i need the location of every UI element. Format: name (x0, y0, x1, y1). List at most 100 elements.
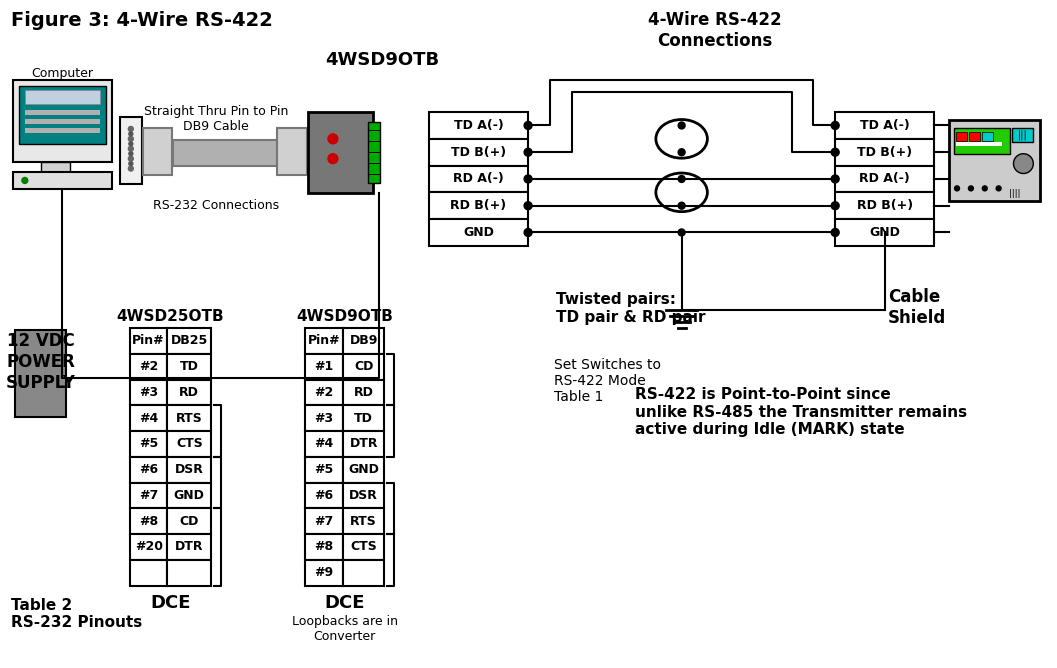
Text: TD B(+): TD B(+) (451, 146, 506, 159)
Bar (342, 431, 385, 457)
Text: TD: TD (180, 360, 199, 373)
Bar (342, 482, 385, 508)
Text: GND: GND (869, 226, 901, 239)
Circle shape (679, 229, 685, 236)
Bar (835, 219, 934, 246)
Text: |||: ||| (1018, 130, 1027, 140)
Bar (305, 457, 342, 482)
Text: CTS: CTS (350, 540, 377, 554)
Circle shape (128, 136, 133, 142)
Bar (130, 457, 167, 482)
Circle shape (129, 132, 133, 136)
Text: CD: CD (180, 515, 199, 528)
Bar (1012, 128, 1034, 142)
Bar (19, 86, 106, 144)
Text: GND: GND (463, 226, 494, 239)
Circle shape (129, 162, 133, 166)
Text: 12 VDC
POWER
SUPPLY: 12 VDC POWER SUPPLY (5, 332, 76, 391)
Bar (305, 431, 342, 457)
Bar (342, 405, 385, 431)
Bar (305, 328, 342, 354)
Bar (24, 128, 100, 133)
Bar (429, 219, 528, 246)
Circle shape (128, 156, 133, 161)
Bar (342, 560, 385, 586)
Text: Straight Thru Pin to Pin
DB9 Cable: Straight Thru Pin to Pin DB9 Cable (144, 105, 289, 133)
Text: #7: #7 (314, 515, 334, 528)
Circle shape (129, 142, 133, 146)
Circle shape (524, 148, 532, 156)
Bar (342, 508, 385, 534)
Bar (167, 379, 211, 405)
Bar (368, 122, 381, 184)
Circle shape (524, 228, 532, 236)
Circle shape (679, 176, 685, 182)
Bar (954, 128, 1009, 154)
Bar (305, 534, 342, 560)
Text: RTS: RTS (350, 515, 377, 528)
Bar (969, 132, 980, 141)
Bar (309, 112, 372, 193)
Bar (305, 405, 342, 431)
Circle shape (129, 152, 133, 156)
Text: RD B(+): RD B(+) (450, 199, 506, 212)
Bar (130, 379, 167, 405)
Bar (277, 128, 308, 176)
Bar (130, 405, 167, 431)
Bar (835, 112, 934, 139)
Circle shape (679, 202, 685, 209)
Bar (429, 192, 528, 219)
Bar (956, 142, 1002, 146)
Bar (956, 132, 967, 141)
Bar (143, 128, 172, 176)
Text: Loopbacks are in
Converter: Loopbacks are in Converter (292, 615, 397, 643)
Bar (342, 534, 385, 560)
Text: DB9: DB9 (350, 335, 377, 347)
Bar (119, 117, 142, 184)
Bar (130, 534, 167, 560)
Bar (130, 431, 167, 457)
Text: DTR: DTR (350, 438, 378, 450)
Text: Table 2: Table 2 (11, 597, 72, 613)
Text: RS-232 Connections: RS-232 Connections (153, 199, 279, 212)
Bar (429, 112, 528, 139)
Circle shape (524, 202, 532, 210)
Circle shape (982, 186, 987, 191)
Text: Twisted pairs:
TD pair & RD pair: Twisted pairs: TD pair & RD pair (556, 293, 705, 325)
Text: Computer: Computer (32, 67, 93, 80)
Text: RTS: RTS (175, 411, 203, 425)
Bar (173, 140, 277, 166)
Circle shape (954, 186, 960, 191)
Text: #4: #4 (140, 411, 159, 425)
Circle shape (831, 148, 839, 156)
Circle shape (679, 149, 685, 156)
Text: DB25: DB25 (170, 335, 208, 347)
Text: #6: #6 (140, 463, 159, 476)
Bar (13, 80, 112, 162)
Text: #4: #4 (314, 438, 334, 450)
Circle shape (831, 175, 839, 183)
Text: #6: #6 (314, 489, 334, 502)
Bar (24, 119, 100, 124)
Bar (305, 560, 342, 586)
Text: DCE: DCE (150, 594, 190, 611)
Bar (167, 457, 211, 482)
Bar (24, 90, 100, 104)
Text: TD A(-): TD A(-) (859, 119, 910, 132)
Text: RS-232 Pinouts: RS-232 Pinouts (11, 615, 143, 631)
Text: Set Switches to
RS-422 Mode
Table 1: Set Switches to RS-422 Mode Table 1 (554, 358, 661, 404)
Bar (342, 379, 385, 405)
Circle shape (328, 134, 338, 144)
Bar (167, 560, 211, 586)
Text: CD: CD (354, 360, 373, 373)
Bar (24, 110, 100, 115)
Circle shape (524, 122, 532, 130)
Circle shape (1014, 154, 1034, 174)
Text: Pin#: Pin# (308, 335, 340, 347)
Text: RD A(-): RD A(-) (859, 172, 910, 186)
Bar (949, 120, 1040, 201)
Text: DSR: DSR (174, 463, 204, 476)
Text: GND: GND (348, 463, 379, 476)
Text: RD: RD (354, 386, 373, 399)
Circle shape (996, 186, 1001, 191)
